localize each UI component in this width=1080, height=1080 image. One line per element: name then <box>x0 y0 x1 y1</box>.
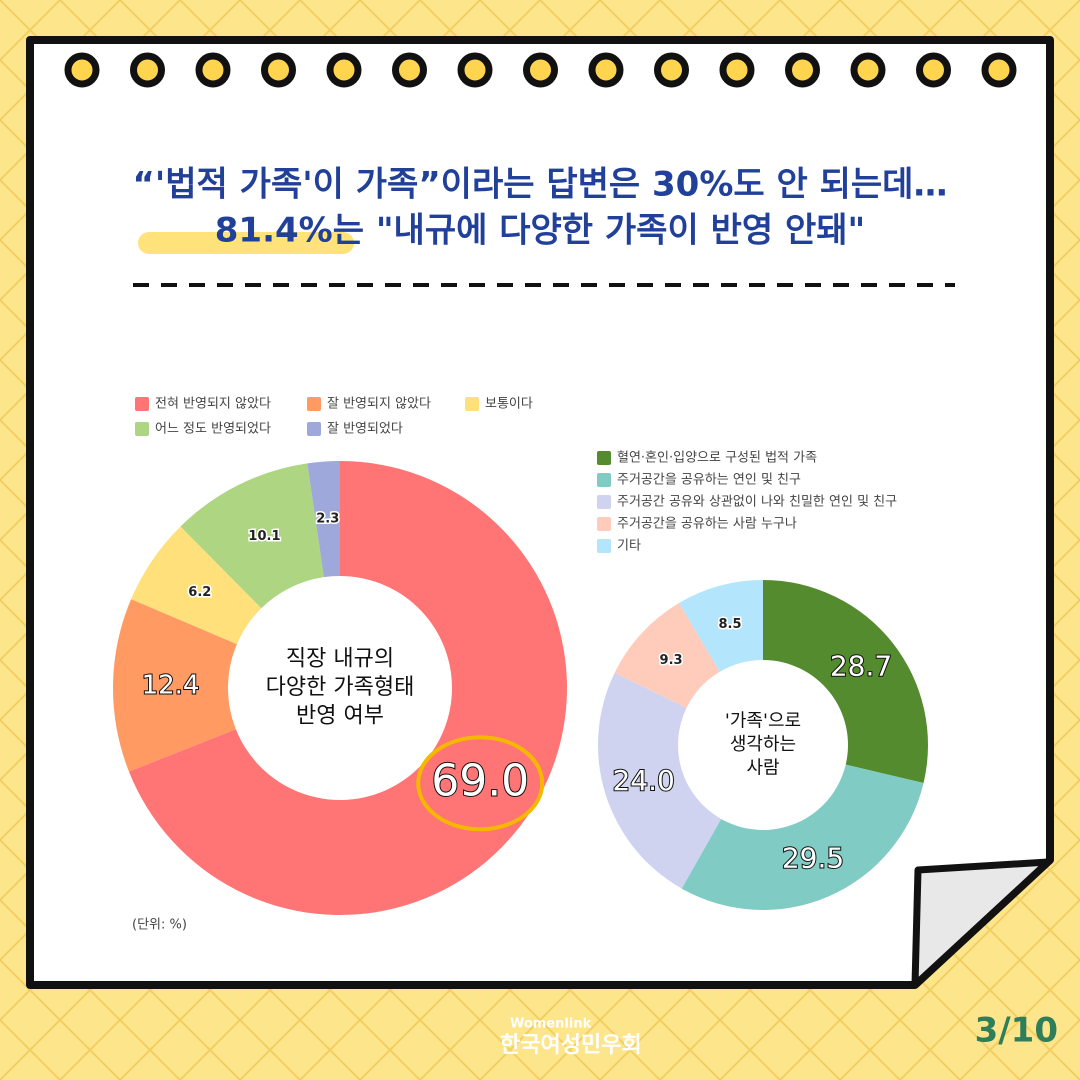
legend-label: 보통이다 <box>485 397 533 412</box>
donut-center-label: 다양한 가족형태 <box>266 675 415 700</box>
value-label: 10.1 <box>248 529 280 544</box>
ring-hole <box>130 52 165 88</box>
legend-label: 주거공간을 공유하는 연인 및 친구 <box>617 473 801 488</box>
legend-swatch <box>465 397 479 411</box>
value-label: 8.5 <box>719 617 742 632</box>
org-ko: 한국여성민우회 <box>500 1033 642 1058</box>
value-label: 28.7 <box>830 649 892 682</box>
donut-slice <box>763 580 928 784</box>
unit-note: (단위: %) <box>132 918 187 933</box>
ring-hole <box>326 52 362 88</box>
donut-slice <box>681 764 924 910</box>
legend-swatch <box>597 473 611 487</box>
value-label: 9.3 <box>660 653 683 668</box>
donut-slice <box>614 602 720 708</box>
page-number: 3/10 <box>975 1011 1058 1051</box>
ring-hole <box>719 52 755 88</box>
legend-label: 전혀 반영되지 않았다 <box>155 397 271 412</box>
ring-hole <box>916 52 951 88</box>
legend-swatch <box>597 539 611 553</box>
legend-swatch <box>597 495 611 509</box>
donut-center-label: 사람 <box>746 757 779 778</box>
donut-slice <box>128 461 567 915</box>
value-label: 29.5 <box>782 842 844 875</box>
ring-hole <box>261 52 296 88</box>
donut-slice <box>307 461 340 578</box>
donut-slice <box>679 580 763 672</box>
title-line: “'법적 가족'이 가족”이라는 답변은 30%도 안 되는데… <box>133 165 948 205</box>
ring-hole <box>457 52 493 88</box>
legend-label: 혈연·혼인·입양으로 구성된 법적 가족 <box>617 451 817 466</box>
legend-swatch <box>307 397 321 411</box>
legend-label: 잘 반영되지 않았다 <box>327 397 431 412</box>
donut-slice <box>113 599 237 772</box>
highlight <box>138 232 354 254</box>
ring-hole <box>392 52 427 88</box>
donut-center-label: 반영 여부 <box>296 704 384 729</box>
legend-swatch <box>135 397 149 411</box>
ring-hole <box>850 52 886 88</box>
rings <box>64 52 1017 88</box>
legend-label: 기타 <box>617 539 641 554</box>
donut-center-label: 생각하는 <box>730 734 796 755</box>
value-label: 24.0 <box>612 764 674 797</box>
page-curl <box>911 858 1052 989</box>
legend-label: 어느 정도 반영되었다 <box>155 422 271 437</box>
org-en: Womenlink <box>510 1017 592 1032</box>
donut-center-label: '가족'으로 <box>725 711 801 732</box>
ring-hole <box>981 52 1017 88</box>
legend-swatch <box>307 422 321 436</box>
legend-swatch <box>597 451 611 465</box>
donut-slice <box>597 672 722 889</box>
ring-hole <box>785 52 820 88</box>
title-line: 81.4%는 "내규에 다양한 가족이 반영 안돼" <box>215 211 866 251</box>
legend-swatch <box>135 422 149 436</box>
donut-slice <box>180 463 324 609</box>
value-label: 6.2 <box>188 585 211 600</box>
highlight-circle <box>416 735 545 832</box>
ring-hole <box>523 52 558 88</box>
donut-center-label: 직장 내규의 <box>286 646 394 671</box>
legend-label: 잘 반영되었다 <box>327 422 403 437</box>
legend-label: 주거공간 공유와 상관없이 나와 친밀한 연인 및 친구 <box>617 495 897 510</box>
ring-hole <box>654 52 689 88</box>
value-label: 2.3 <box>316 511 339 526</box>
ring-hole <box>195 52 231 88</box>
donut-slice <box>131 526 262 645</box>
ring-hole <box>588 52 624 88</box>
ring-hole <box>64 52 100 88</box>
legend-swatch <box>597 517 611 531</box>
legend-label: 주거공간을 공유하는 사람 누구나 <box>617 517 797 532</box>
value-label: 69.0 <box>431 755 529 806</box>
value-label: 12.4 <box>142 670 200 700</box>
